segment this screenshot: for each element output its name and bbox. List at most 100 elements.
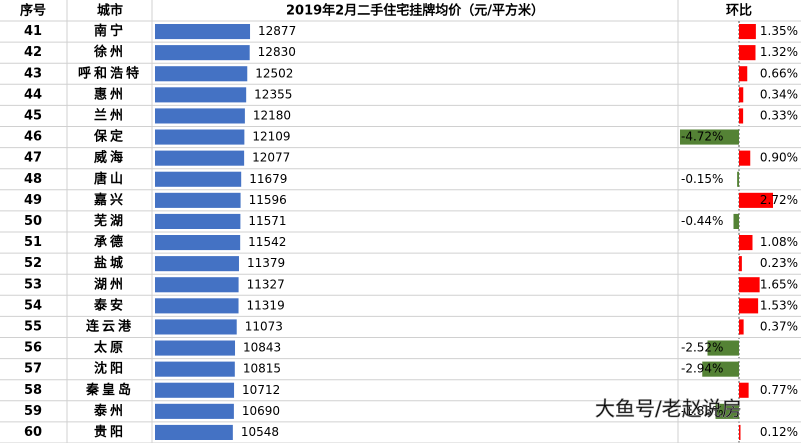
price-label: 11679 xyxy=(249,172,287,186)
price-bar xyxy=(155,87,247,103)
change-label: 0.33% xyxy=(760,108,798,122)
change-label: 1.08% xyxy=(760,235,798,249)
change-bar xyxy=(739,277,760,293)
change-bar xyxy=(739,150,751,166)
city: 威海 xyxy=(94,150,126,166)
price-label: 12109 xyxy=(252,130,290,144)
change-label: -0.15% xyxy=(681,172,723,186)
price-bar xyxy=(155,361,235,377)
change-label: 0.23% xyxy=(760,256,798,270)
city: 唐山 xyxy=(94,171,126,187)
change-bar xyxy=(739,108,744,124)
rank: 48 xyxy=(24,172,42,187)
price-bar xyxy=(155,171,242,187)
rank: 59 xyxy=(24,404,42,419)
header-cell: 环比 xyxy=(726,3,752,19)
change-bar xyxy=(739,45,756,61)
rank: 42 xyxy=(24,45,42,60)
price-bar xyxy=(155,340,236,356)
price-bar xyxy=(155,235,241,251)
city: 徐州 xyxy=(93,44,126,60)
rank: 57 xyxy=(24,362,42,377)
rank: 49 xyxy=(24,193,42,208)
header-cell: 序号 xyxy=(20,3,46,19)
change-bar xyxy=(739,235,753,251)
rank: 43 xyxy=(24,66,42,81)
change-bar xyxy=(737,171,739,187)
change-bar xyxy=(739,382,749,398)
change-label: -0.44% xyxy=(681,214,723,228)
change-label: -2.94% xyxy=(681,362,723,376)
price-label: 10690 xyxy=(242,404,280,418)
price-bar xyxy=(155,45,250,61)
change-label: 2.72% xyxy=(760,193,798,207)
price-label: 11327 xyxy=(247,277,285,291)
change-label: 1.32% xyxy=(760,45,798,59)
header-cell: 城市 xyxy=(97,3,123,19)
price-bar xyxy=(155,108,245,124)
rank: 54 xyxy=(24,298,42,313)
price-label: 11073 xyxy=(245,319,283,333)
price-label: 11596 xyxy=(249,193,287,207)
change-bar xyxy=(739,256,742,272)
change-label: 1.35% xyxy=(760,24,798,38)
rank: 47 xyxy=(24,151,42,166)
change-label: -2.52% xyxy=(681,341,723,355)
city: 泰州 xyxy=(93,403,126,419)
city: 南宁 xyxy=(94,23,126,39)
change-bar xyxy=(715,403,739,419)
city: 芜湖 xyxy=(94,213,126,229)
price-label: 12502 xyxy=(255,66,293,80)
city: 盐城 xyxy=(94,255,126,271)
price-bar xyxy=(155,277,239,293)
change-label: -4.72% xyxy=(681,130,723,144)
city: 秦皇岛 xyxy=(85,382,134,398)
price-label: 11379 xyxy=(247,256,285,270)
price-bar xyxy=(155,66,248,82)
change-label: 0.90% xyxy=(760,151,798,165)
city: 太原 xyxy=(93,340,126,356)
price-label: 11571 xyxy=(248,214,286,228)
header-cell: 2019年2月二手住宅挂牌均价（元/平方米） xyxy=(286,3,544,19)
price-label: 10815 xyxy=(243,362,281,376)
city: 泰安 xyxy=(93,297,126,313)
price-label: 12077 xyxy=(252,151,290,165)
price-bar xyxy=(155,150,245,166)
change-label: 1.53% xyxy=(760,298,798,312)
change-bar xyxy=(739,424,741,440)
price-label: 11542 xyxy=(248,235,286,249)
change-bar xyxy=(733,213,739,229)
change-bar xyxy=(739,87,744,103)
price-bar xyxy=(155,256,239,272)
change-bar xyxy=(739,66,748,82)
change-label: 0.34% xyxy=(760,87,798,101)
change-bar xyxy=(739,192,773,208)
price-bar xyxy=(155,424,233,440)
change-label: -1.88% xyxy=(681,404,723,418)
price-label: 12180 xyxy=(253,108,291,122)
city: 承德 xyxy=(94,234,126,250)
change-label: 0.12% xyxy=(760,425,798,439)
price-label: 12355 xyxy=(254,87,292,101)
price-bar xyxy=(155,298,239,314)
price-label: 10843 xyxy=(243,341,281,355)
price-bar xyxy=(155,382,235,398)
rank: 58 xyxy=(24,383,42,398)
rank: 52 xyxy=(24,256,42,271)
change-label: 0.37% xyxy=(760,319,798,333)
rank: 44 xyxy=(24,87,42,102)
price-bar xyxy=(155,24,251,40)
change-bar xyxy=(707,340,739,356)
rank: 55 xyxy=(24,319,42,334)
change-bar xyxy=(739,298,759,314)
rank: 56 xyxy=(24,341,42,356)
city: 嘉兴 xyxy=(93,192,126,208)
price-label: 10712 xyxy=(242,383,280,397)
price-bar xyxy=(155,129,245,145)
price-label: 10548 xyxy=(241,425,279,439)
city: 保定 xyxy=(93,129,126,145)
city: 连云港 xyxy=(86,318,134,334)
city: 沈阳 xyxy=(94,361,126,377)
